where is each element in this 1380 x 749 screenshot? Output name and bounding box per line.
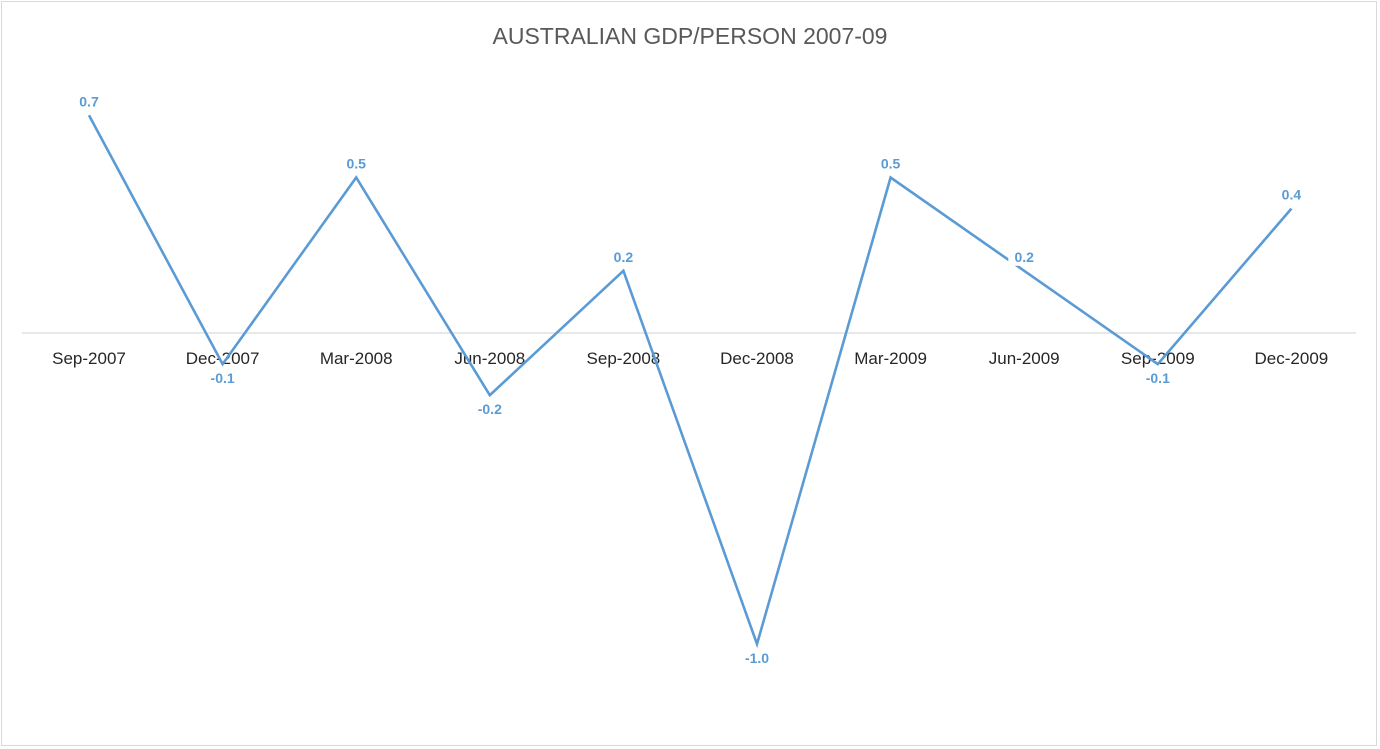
chart-title: AUSTRALIAN GDP/PERSON 2007-09 — [493, 23, 888, 49]
x-tick-label: Dec-2007 — [186, 349, 260, 368]
data-label: 0.5 — [346, 156, 366, 172]
data-label: 0.5 — [881, 156, 901, 172]
data-label-background — [202, 370, 243, 388]
x-tick-label: Mar-2009 — [854, 349, 927, 368]
data-label: -0.2 — [478, 401, 502, 417]
series-line — [87, 114, 1293, 649]
data-label: 0.2 — [1014, 249, 1034, 265]
x-tick-label: Sep-2007 — [52, 349, 126, 368]
x-tick-label: Sep-2009 — [1121, 349, 1195, 368]
data-label: -0.1 — [211, 370, 235, 386]
x-tick-label: Jun-2008 — [454, 349, 525, 368]
data-label: -0.1 — [1146, 370, 1170, 386]
x-tick-label: Sep-2008 — [587, 349, 661, 368]
data-labels: 0.7 -0.1 0.5 -0.2 0.2 -1.0 0.5 0.2 -0.1 0.4 — [73, 93, 1308, 667]
x-tick-label: Mar-2008 — [320, 349, 393, 368]
data-label-background — [607, 248, 640, 266]
data-label-background — [1275, 186, 1308, 204]
data-label-background — [340, 155, 373, 173]
data-label: -1.0 — [745, 650, 769, 666]
data-label-background — [874, 155, 907, 173]
x-axis-tick-labels: Sep-2007 Dec-2007 Mar-2008 Jun-2008 Sep-2008… — [52, 349, 1328, 368]
x-tick-label: Dec-2009 — [1255, 349, 1329, 368]
data-label: 0.2 — [614, 249, 634, 265]
data-label-background — [1137, 370, 1178, 388]
x-tick-label: Jun-2009 — [989, 349, 1060, 368]
data-label-background — [469, 401, 510, 419]
data-label: 0.4 — [1282, 187, 1302, 203]
data-label-background — [736, 650, 778, 667]
data-label-background — [73, 93, 105, 111]
x-tick-label: Dec-2008 — [720, 349, 794, 368]
data-label: 0.7 — [79, 93, 99, 109]
data-label-background — [1008, 248, 1041, 266]
